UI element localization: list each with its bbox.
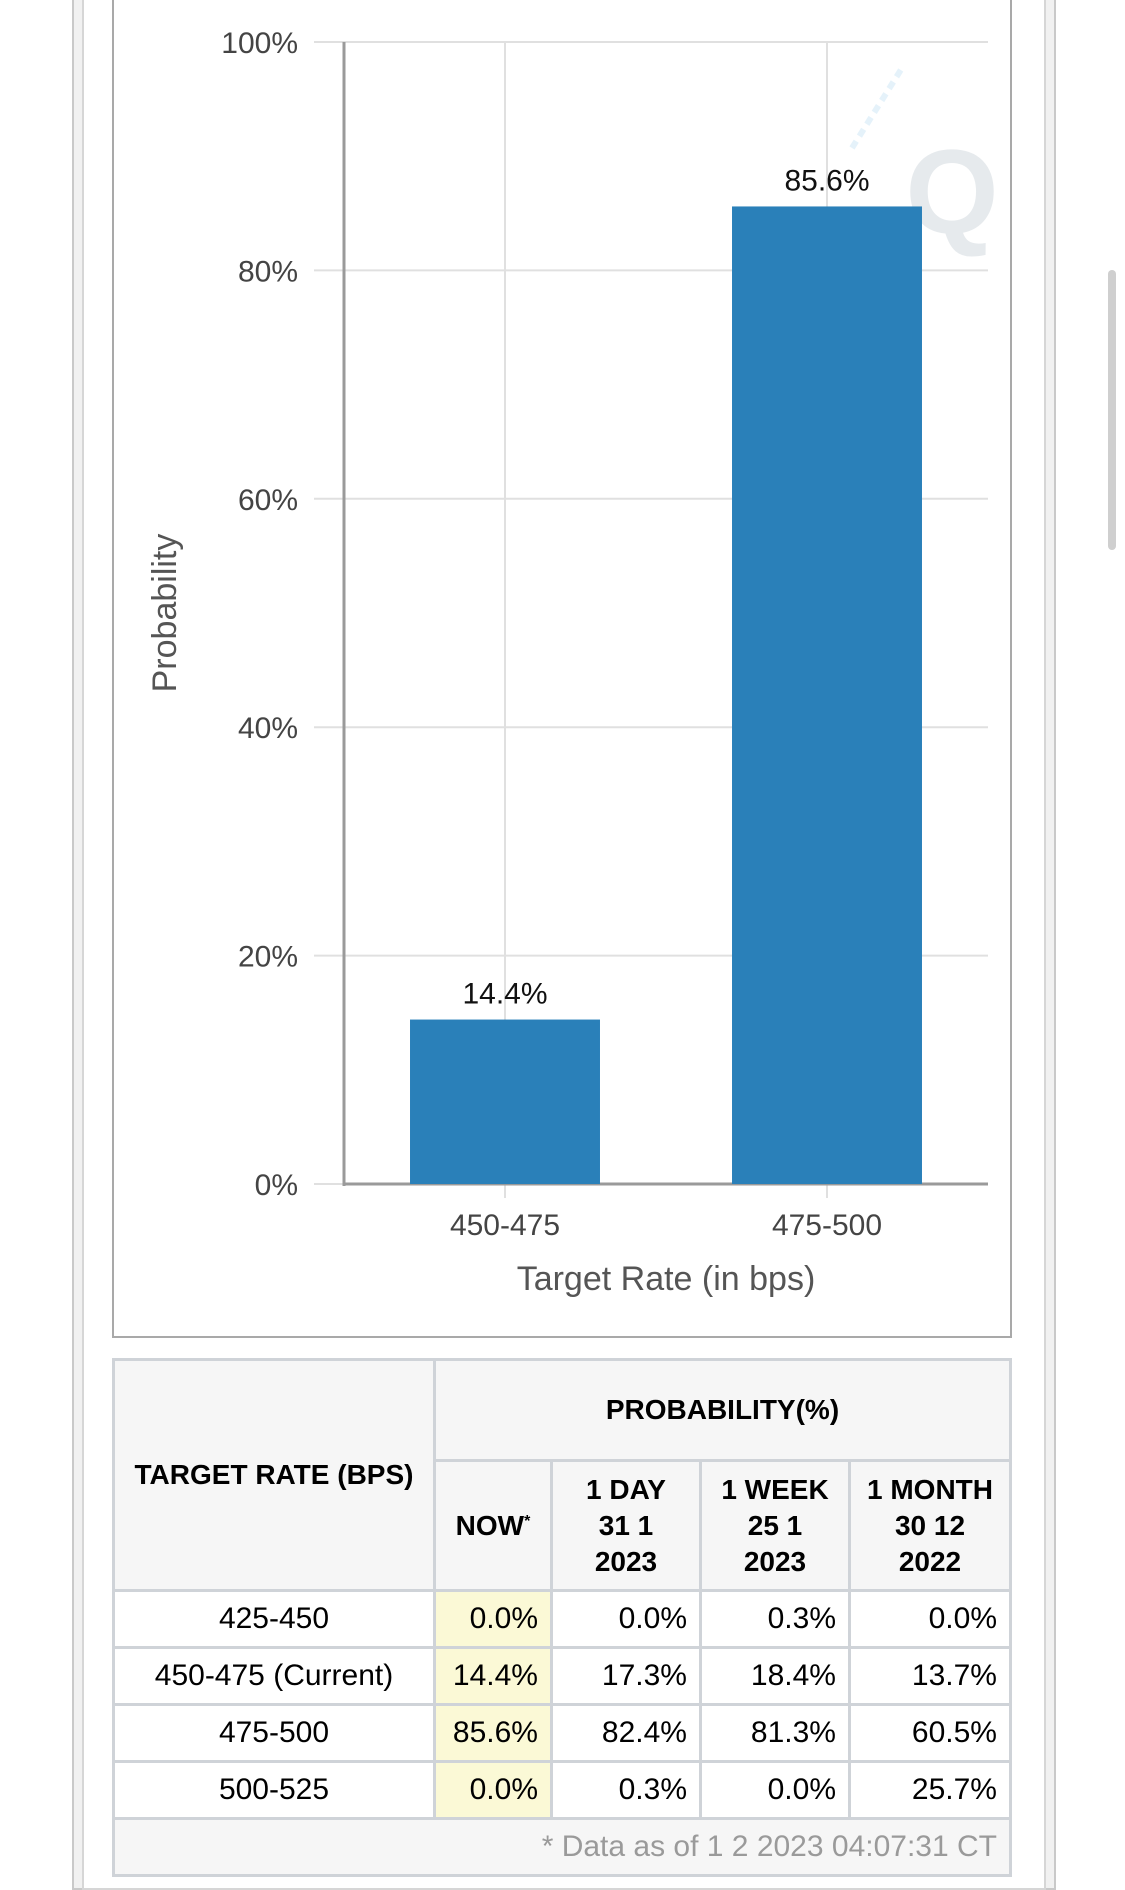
table-row: 475-500 85.6% 82.4% 81.3% 60.5%: [112, 1703, 1012, 1763]
probability-table: TARGET RATE (BPS) PROBABILITY(%) NOW* 1 …: [112, 1358, 1012, 1877]
x-tick-label: 450-475: [450, 1209, 560, 1242]
target-rate-header: TARGET RATE (BPS): [112, 1358, 436, 1592]
x-axis-title: Target Rate (in bps): [517, 1260, 816, 1298]
now-cell: 0.0%: [433, 1760, 553, 1820]
one-month-cell: 0.0%: [848, 1589, 1012, 1649]
rate-cell: 450-475 (Current): [112, 1646, 436, 1706]
now-column-marker: *: [524, 1512, 531, 1530]
now-column-header: NOW*: [433, 1459, 553, 1592]
y-tick-label: 40%: [238, 712, 298, 745]
one-month-cell: 13.7%: [848, 1646, 1012, 1706]
one-week-cell: 0.0%: [699, 1760, 851, 1820]
probability-bar-chart: Q 0%20%40%60%80%100%14.4%450-47585.6%475…: [146, 27, 999, 1298]
one-week-line3: 2023: [743, 1545, 807, 1577]
one-week-cell: 0.3%: [699, 1589, 851, 1649]
table-row: 425-450 0.0% 0.0% 0.3% 0.0%: [112, 1589, 1012, 1649]
one-day-line1: 1 DAY: [586, 1473, 666, 1505]
y-tick-label: 60%: [238, 484, 298, 517]
bar-value-label: 14.4%: [462, 978, 547, 1011]
rate-cell: 500-525: [112, 1760, 436, 1820]
one-month-line1: 1 MONTH: [867, 1473, 993, 1505]
probability-header-label: PROBABILITY(%): [605, 1394, 840, 1425]
data-timestamp-footnote: * Data as of 1 2 2023 04:07:31 CT: [112, 1817, 1012, 1877]
one-week-line2: 25 1: [747, 1509, 803, 1541]
probability-header: PROBABILITY(%): [433, 1358, 1012, 1462]
bar-475-500[interactable]: [732, 206, 922, 1184]
one-day-line3: 2023: [594, 1545, 658, 1577]
target-rate-header-label: TARGET RATE (BPS): [134, 1459, 414, 1490]
y-tick-label: 100%: [221, 27, 298, 60]
one-month-column-header: 1 MONTH 30 12 2022: [848, 1459, 1012, 1592]
one-day-column-header: 1 DAY 31 1 2023: [550, 1459, 702, 1592]
one-month-cell: 60.5%: [848, 1703, 1012, 1763]
now-column-label: NOW: [455, 1509, 525, 1541]
bar-450-475[interactable]: [410, 1019, 600, 1184]
one-week-line1: 1 WEEK: [721, 1473, 829, 1505]
x-tick-label: 475-500: [772, 1209, 882, 1242]
one-month-cell: 25.7%: [848, 1760, 1012, 1820]
one-day-cell: 82.4%: [550, 1703, 702, 1763]
table-row: 500-525 0.0% 0.3% 0.0% 25.7%: [112, 1760, 1012, 1820]
one-week-cell: 18.4%: [699, 1646, 851, 1706]
one-day-cell: 17.3%: [550, 1646, 702, 1706]
now-cell: 85.6%: [433, 1703, 553, 1763]
one-day-cell: 0.0%: [550, 1589, 702, 1649]
rate-cell: 425-450: [112, 1589, 436, 1649]
one-month-line2: 30 12: [894, 1509, 966, 1541]
scrollbar-thumb[interactable]: [1108, 270, 1116, 550]
rate-cell: 475-500: [112, 1703, 436, 1763]
now-cell: 14.4%: [433, 1646, 553, 1706]
one-week-cell: 81.3%: [699, 1703, 851, 1763]
y-tick-label: 80%: [238, 255, 298, 288]
one-week-column-header: 1 WEEK 25 1 2023: [699, 1459, 851, 1592]
y-axis-title: Probability: [146, 534, 184, 693]
chart-panel: Q 0% 20% 40% 60% 80% 100% 14.4% 450-475 85.6% 475…: [112, 0, 1012, 1338]
y-tick-label: 0%: [255, 1169, 298, 1202]
one-day-cell: 0.3%: [550, 1760, 702, 1820]
bar-value-label: 85.6%: [784, 164, 869, 197]
one-day-line2: 31 1: [598, 1509, 654, 1541]
one-month-line3: 2022: [898, 1545, 962, 1577]
now-cell: 0.0%: [433, 1589, 553, 1649]
y-tick-label: 20%: [238, 941, 298, 974]
table-row: 450-475 (Current) 14.4% 17.3% 18.4% 13.7…: [112, 1646, 1012, 1706]
